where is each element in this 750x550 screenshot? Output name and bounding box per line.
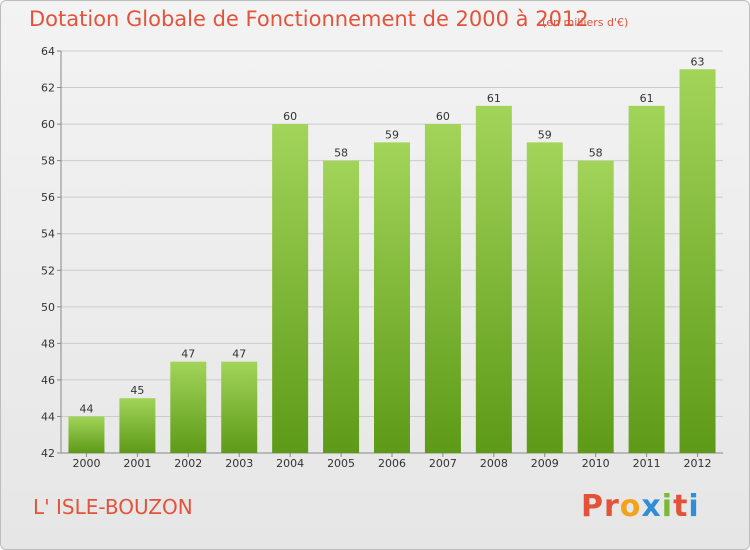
x-tick-label: 2007 bbox=[429, 457, 457, 470]
y-tick-label: 60 bbox=[41, 118, 55, 131]
bar-value-label: 45 bbox=[130, 384, 144, 397]
bar-value-label: 59 bbox=[385, 128, 399, 141]
bar bbox=[679, 69, 716, 453]
x-tick-label: 2003 bbox=[225, 457, 253, 470]
bar-value-label: 63 bbox=[691, 55, 705, 68]
chart-title: Dotation Globale de Fonctionnement de 20… bbox=[29, 7, 589, 31]
bar bbox=[323, 160, 360, 454]
y-tick-label: 48 bbox=[41, 337, 55, 350]
bar-value-label: 61 bbox=[487, 92, 501, 105]
logo-letter: t bbox=[673, 489, 689, 524]
commune-name: L' ISLE-BOUZON bbox=[33, 495, 193, 519]
bar bbox=[68, 416, 105, 453]
y-tick-label: 46 bbox=[41, 374, 55, 387]
bar-value-label: 61 bbox=[640, 92, 654, 105]
y-tick-label: 52 bbox=[41, 264, 55, 277]
x-tick-label: 2011 bbox=[633, 457, 661, 470]
bar bbox=[424, 124, 461, 453]
bar-value-label: 60 bbox=[436, 110, 450, 123]
bar bbox=[272, 124, 309, 453]
bar-value-label: 60 bbox=[283, 110, 297, 123]
logo-letter: x bbox=[641, 489, 662, 524]
y-tick-label: 56 bbox=[41, 191, 55, 204]
x-tick-label: 2012 bbox=[684, 457, 712, 470]
logo-letter: o bbox=[619, 489, 642, 524]
x-tick-label: 2000 bbox=[72, 457, 100, 470]
bar bbox=[119, 398, 156, 453]
y-tick-label: 44 bbox=[41, 410, 55, 423]
y-tick-label: 62 bbox=[41, 82, 55, 95]
y-tick-label: 64 bbox=[41, 45, 55, 58]
bar bbox=[526, 142, 563, 453]
bar bbox=[628, 105, 665, 454]
x-tick-label: 2002 bbox=[174, 457, 202, 470]
bar bbox=[577, 160, 614, 454]
chart-subtitle: (en milliers d'€) bbox=[542, 16, 629, 29]
bar-value-label: 59 bbox=[538, 128, 552, 141]
bar-value-label: 58 bbox=[334, 147, 348, 160]
x-tick-label: 2004 bbox=[276, 457, 304, 470]
bar bbox=[170, 361, 207, 453]
x-tick-label: 2001 bbox=[123, 457, 151, 470]
bar bbox=[475, 105, 512, 454]
x-tick-label: 2010 bbox=[582, 457, 610, 470]
y-tick-label: 54 bbox=[41, 228, 55, 241]
x-tick-label: 2005 bbox=[327, 457, 355, 470]
logo-letter: P bbox=[581, 489, 604, 524]
bar-value-label: 44 bbox=[79, 402, 93, 415]
logo-letter: r bbox=[604, 489, 620, 524]
bar-value-label: 58 bbox=[589, 147, 603, 160]
x-tick-label: 2006 bbox=[378, 457, 406, 470]
y-tick-label: 42 bbox=[41, 447, 55, 460]
y-tick-label: 58 bbox=[41, 155, 55, 168]
bar bbox=[374, 142, 410, 453]
y-tick-label: 50 bbox=[41, 301, 55, 314]
x-tick-label: 2008 bbox=[480, 457, 508, 470]
logo-letter: i bbox=[661, 489, 674, 524]
bar-value-label: 47 bbox=[232, 348, 246, 361]
x-tick-label: 2009 bbox=[531, 457, 559, 470]
bar bbox=[221, 361, 258, 453]
logo-letter: i bbox=[688, 489, 700, 524]
proxiti-logo: Proxiti bbox=[581, 489, 700, 524]
bar-value-label: 47 bbox=[181, 348, 195, 361]
